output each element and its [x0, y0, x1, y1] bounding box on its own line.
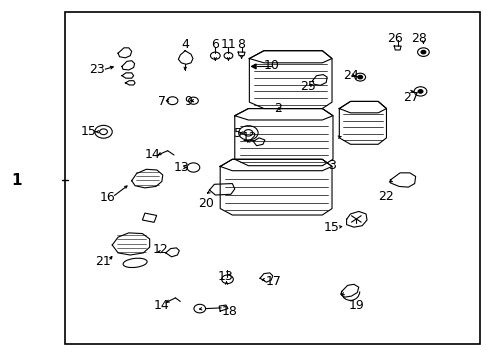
Text: 23: 23	[89, 63, 104, 76]
Text: 13: 13	[173, 161, 189, 174]
Text: 18: 18	[222, 305, 237, 318]
Text: 14: 14	[144, 148, 160, 161]
Text: 15: 15	[81, 125, 97, 138]
Circle shape	[417, 90, 422, 93]
Text: 11: 11	[220, 39, 236, 51]
Text: 2: 2	[274, 102, 282, 115]
Text: 12: 12	[241, 131, 257, 144]
Text: 14: 14	[154, 299, 169, 312]
Text: 6: 6	[211, 39, 219, 51]
Text: 21: 21	[95, 255, 110, 268]
Text: 8: 8	[237, 39, 245, 51]
Text: 5: 5	[234, 127, 242, 140]
Text: 7: 7	[158, 95, 165, 108]
Text: 20: 20	[197, 197, 213, 210]
Text: 13: 13	[217, 270, 232, 283]
Text: 19: 19	[348, 299, 364, 312]
Text: 17: 17	[265, 275, 281, 288]
Circle shape	[420, 50, 425, 54]
Text: 24: 24	[343, 69, 359, 82]
Text: 4: 4	[181, 39, 189, 51]
Text: 28: 28	[410, 32, 426, 45]
Text: 3: 3	[327, 159, 335, 172]
Text: 26: 26	[386, 32, 402, 45]
Text: 12: 12	[152, 243, 168, 256]
Text: 10: 10	[263, 59, 279, 72]
Text: 9: 9	[184, 95, 192, 108]
Bar	[64, 12, 479, 344]
Text: 15: 15	[324, 221, 339, 234]
Text: 1: 1	[12, 172, 22, 188]
Circle shape	[357, 75, 362, 79]
Bar	[142, 213, 156, 222]
Text: 16: 16	[99, 192, 115, 204]
Polygon shape	[251, 64, 256, 69]
Text: 27: 27	[402, 91, 418, 104]
Text: 22: 22	[377, 190, 392, 203]
Text: 25: 25	[299, 80, 315, 93]
